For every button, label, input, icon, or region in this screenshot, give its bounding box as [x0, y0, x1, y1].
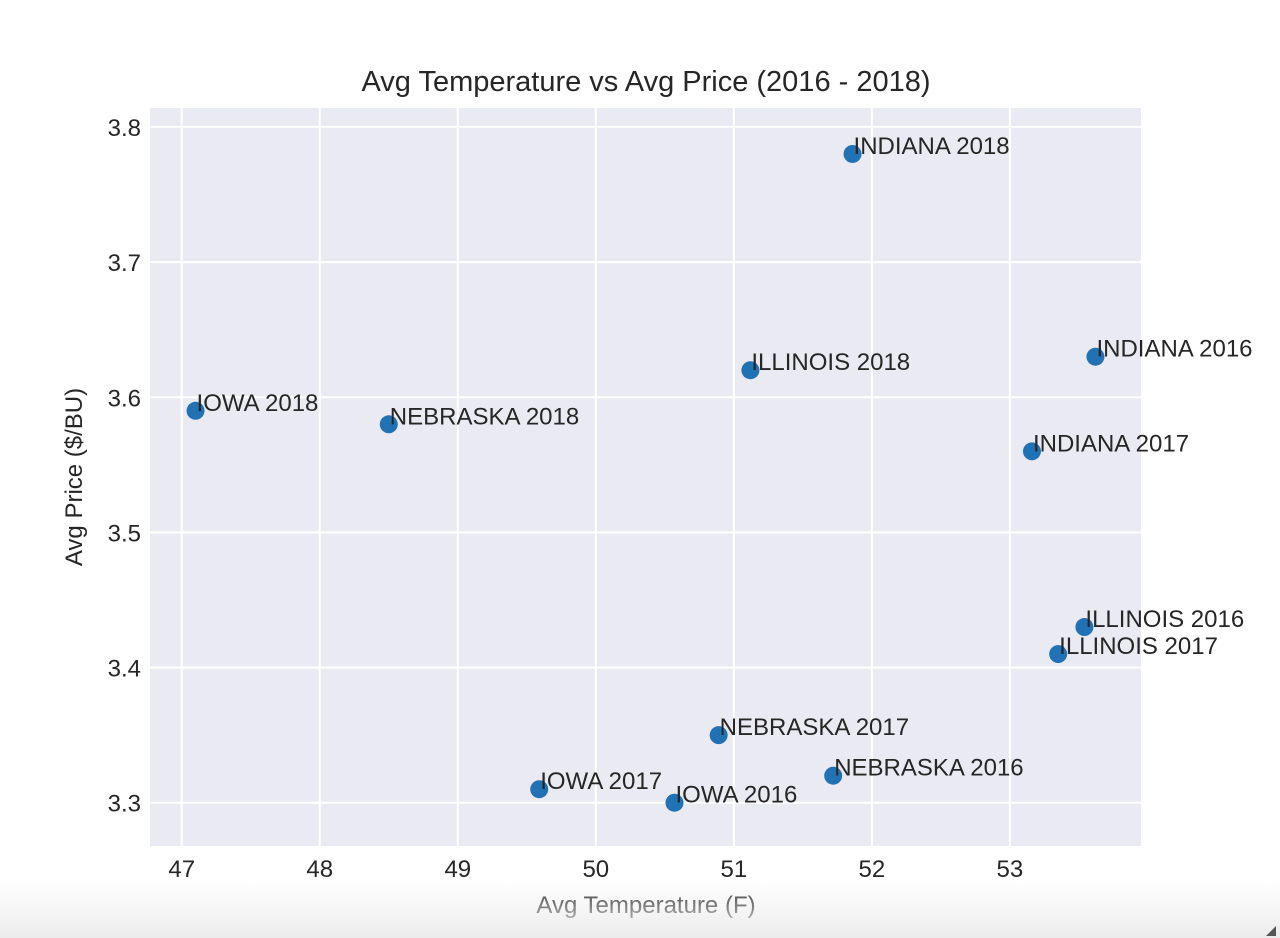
y-tick-label: 3.6 — [108, 385, 141, 412]
point-label: ILLINOIS 2017 — [1059, 633, 1218, 660]
data-point — [379, 415, 398, 434]
point-labels: INDIANA 2018 INDIANA 2016 ILLINOIS 2018 IOW… — [197, 133, 1253, 809]
data-point — [1049, 645, 1068, 664]
resize-grip-icon[interactable] — [1266, 926, 1276, 936]
data-point — [709, 726, 728, 745]
x-tick-label: 48 — [306, 856, 333, 883]
point-label: IOWA 2016 — [675, 782, 797, 809]
x-tick-label: 52 — [859, 856, 886, 883]
y-tick-label: 3.3 — [108, 791, 141, 818]
point-label: NEBRASKA 2016 — [834, 755, 1023, 782]
y-tick-label: 3.7 — [108, 250, 141, 277]
data-point — [1022, 442, 1041, 461]
point-label: INDIANA 2016 — [1096, 336, 1252, 363]
x-tick-label: 53 — [997, 856, 1024, 883]
data-point — [843, 144, 862, 163]
data-point — [665, 793, 684, 812]
point-label: IOWA 2017 — [540, 768, 662, 795]
chart-title: Avg Temperature vs Avg Price (2016 - 201… — [361, 66, 930, 98]
y-axis-label: Avg Price ($/BU) — [61, 388, 88, 566]
grid-lines — [150, 108, 1141, 846]
x-tick-label: 51 — [720, 856, 747, 883]
point-label: INDIANA 2017 — [1033, 430, 1189, 457]
plot-area — [150, 108, 1141, 846]
y-tick-label: 3.5 — [108, 520, 141, 547]
x-tick-label: 47 — [168, 856, 195, 883]
y-tick-label: 3.4 — [108, 656, 141, 683]
point-label: NEBRASKA 2017 — [720, 714, 909, 741]
data-point — [1075, 618, 1094, 637]
point-label: ILLINOIS 2018 — [751, 349, 910, 376]
point-label: IOWA 2018 — [197, 390, 319, 417]
y-tick-label: 3.8 — [108, 115, 141, 142]
data-point — [186, 401, 205, 420]
point-label: NEBRASKA 2018 — [390, 403, 579, 430]
data-point — [1086, 347, 1105, 366]
x-tick-label: 50 — [582, 856, 609, 883]
tick-labels: 47 48 49 50 51 52 53 3.3 3.4 3.5 3.6 3.7 3.8 — [108, 115, 1024, 883]
x-tick-label: 49 — [444, 856, 471, 883]
data-point — [824, 766, 843, 785]
x-axis-label: Avg Temperature (F) — [536, 892, 755, 919]
point-label: ILLINOIS 2016 — [1085, 606, 1244, 633]
data-point — [741, 361, 760, 380]
data-points — [186, 144, 1105, 812]
point-label: INDIANA 2018 — [854, 133, 1010, 160]
data-point — [530, 780, 549, 799]
